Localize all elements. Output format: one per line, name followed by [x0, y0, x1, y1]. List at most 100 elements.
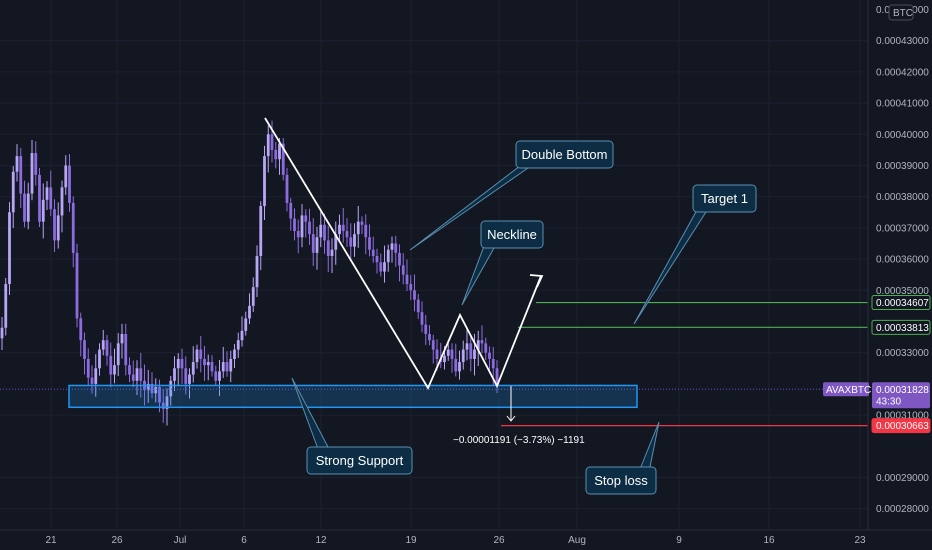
- grid: [0, 0, 868, 530]
- candle-body: [225, 362, 229, 372]
- candle-body: [409, 284, 413, 291]
- callout-target-1[interactable]: Target 1: [633, 184, 757, 325]
- candle-body: [4, 284, 8, 328]
- tag-target-1-label: 0.00033813: [876, 323, 929, 334]
- candle-body: [101, 340, 105, 350]
- candle-body: [435, 349, 439, 359]
- candle-body: [319, 224, 323, 238]
- candle-body: [124, 333, 128, 366]
- candle-body: [135, 368, 139, 381]
- time-tick-label: 19: [405, 535, 417, 546]
- candle-body: [465, 343, 469, 350]
- candle-body: [0, 327, 4, 339]
- candle-body: [289, 202, 293, 219]
- candle-body: [116, 343, 120, 366]
- price-tick-label: 0.00033000: [876, 348, 929, 359]
- candle-body: [11, 171, 15, 213]
- candle-body: [233, 349, 236, 359]
- callout-neckline[interactable]: Neckline: [461, 220, 544, 306]
- candle-body: [443, 355, 446, 363]
- tag-stop-loss-box: [871, 418, 931, 434]
- candle-body: [259, 206, 263, 256]
- callout-neckline-box: [480, 220, 544, 249]
- price-tick-label: 0.00036000: [876, 255, 929, 266]
- tag-countdown: 43:30: [876, 396, 901, 407]
- price-tick-label: 0.00041000: [876, 99, 929, 110]
- callout-double-bottom[interactable]: Double Bottom: [409, 140, 614, 251]
- candle-body: [146, 383, 150, 391]
- candle-body: [353, 234, 356, 247]
- candle-body: [214, 371, 218, 381]
- currency-badge-label: BTC: [893, 8, 913, 19]
- candle-body: [53, 209, 56, 241]
- candle-body: [15, 156, 19, 172]
- candle-body: [248, 305, 251, 319]
- callout-stop-loss-label: Stop loss: [594, 473, 648, 488]
- candle-body: [165, 396, 169, 409]
- double-bottom-pattern[interactable]: [264, 117, 542, 390]
- candle-body: [266, 134, 270, 157]
- candle-body: [23, 193, 26, 222]
- candle-body: [176, 358, 180, 369]
- drawings: −0.00001191 (−3.73%) −1191 Double Bottom N…: [0, 117, 868, 495]
- candle-body: [105, 340, 109, 356]
- candle-body: [41, 199, 45, 222]
- measure-label: −0.00001191 (−3.73%) −1191: [453, 435, 585, 446]
- candle-body: [390, 243, 394, 250]
- price-tick-label: 0.00038000: [876, 192, 929, 203]
- currency-badge[interactable]: [888, 4, 914, 21]
- candle-body: [368, 237, 371, 250]
- candle-body: [251, 287, 255, 306]
- candle-body: [484, 343, 488, 353]
- candle-body: [278, 143, 281, 160]
- time-tick-label: 26: [111, 535, 123, 546]
- time-axis[interactable]: 21 26 Jul 6 12 19 26 Aug 9 16 23: [0, 529, 932, 546]
- candle-body: [356, 221, 360, 235]
- tag-symbol-box: [823, 382, 869, 397]
- candle-body: [128, 365, 131, 375]
- candle-body: [446, 349, 450, 356]
- price-tick-label: 0.00043000: [876, 36, 929, 47]
- candle-body: [139, 368, 143, 381]
- candle-body: [311, 234, 315, 253]
- time-tick-label: 21: [45, 535, 57, 546]
- tag-current-box: [872, 382, 930, 409]
- callout-strong-support[interactable]: Strong Support: [291, 377, 413, 475]
- tag-target-1[interactable]: 0.00033813: [871, 319, 931, 335]
- candle-body: [83, 340, 86, 359]
- price-tick-label: 0.00028000: [876, 504, 929, 515]
- price-tick-label: 0.00037000: [876, 223, 929, 234]
- candle-body: [308, 221, 311, 235]
- candle-body: [184, 368, 188, 384]
- candle-body: [188, 374, 191, 384]
- candle-body: [45, 187, 49, 200]
- price-tags: 0.00034607 0.00033813 0.00030663 AVAXBTC 0.0…: [823, 295, 931, 434]
- candle-body: [428, 333, 431, 341]
- candle-body: [169, 380, 173, 397]
- time-tick-label: 12: [315, 535, 327, 546]
- tag-target-2[interactable]: 0.00034607: [871, 295, 931, 311]
- price-axis-background: [868, 0, 932, 550]
- candle-body: [458, 362, 461, 372]
- time-tick-label: 6: [241, 535, 247, 546]
- tag-stop-loss[interactable]: 0.00030663: [871, 418, 931, 434]
- candle-body: [218, 371, 221, 381]
- price-tick-label: 0.00035000: [876, 286, 929, 297]
- price-axis[interactable]: 0.00043000 0.00042000 0.00041000 0.00040000…: [867, 0, 932, 550]
- candle-body: [109, 355, 113, 375]
- candle-body: [281, 143, 285, 175]
- candle-body: [300, 215, 304, 238]
- support-zone[interactable]: [68, 384, 638, 409]
- candle-body: [75, 252, 79, 319]
- candle-body: [244, 318, 248, 331]
- candle-body: [304, 215, 308, 222]
- candle-body: [488, 352, 491, 359]
- candle-body: [236, 340, 240, 350]
- candle-body: [420, 312, 424, 325]
- candle-body: [491, 358, 495, 369]
- callout-stop-loss[interactable]: Stop loss: [585, 421, 660, 495]
- candle-body: [60, 187, 64, 216]
- measure-arrow-head: [506, 415, 516, 422]
